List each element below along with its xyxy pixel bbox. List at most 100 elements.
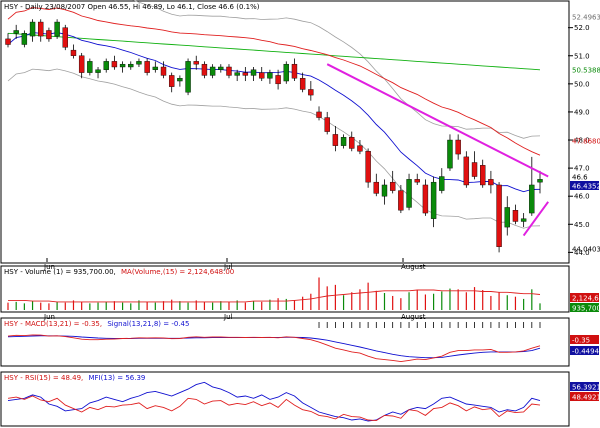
candle (234, 69, 240, 82)
month-label-jul-macd: Jul (223, 313, 233, 321)
candle (512, 204, 519, 225)
candle-body-down (226, 66, 232, 76)
candle-body-up (103, 61, 109, 70)
volume-bars (7, 277, 541, 310)
candle (29, 19, 36, 42)
grid-lines (46, 258, 404, 262)
candle-body-down (38, 21, 44, 37)
badge-volume: 935,700 (570, 303, 600, 313)
badge-low-text: 44.0403 (572, 246, 600, 254)
candle-body-up (406, 179, 412, 208)
envelope-lower-line (7, 68, 541, 229)
volume-header-ma: MA(Volume,(15) = 2,124,648.00 (121, 268, 234, 276)
candle (218, 64, 224, 73)
candle-body-down (275, 75, 281, 85)
candle-body-down (455, 139, 461, 155)
candle (349, 131, 355, 152)
candle (242, 66, 249, 82)
price-tick-label: 50.0 (574, 80, 590, 88)
candles (5, 19, 543, 253)
candle (119, 61, 126, 73)
candle-body-up (177, 78, 183, 82)
candle-body-up (340, 137, 347, 146)
candle (54, 19, 60, 39)
candle-body-down (308, 89, 314, 96)
price-tick-label: 51.0 (574, 52, 590, 60)
price-axis: 52.0 51.0 50.0 49.0 48.0 47.0 46.0 45.0 44.0 (568, 24, 590, 257)
candle (389, 170, 396, 194)
candle (381, 179, 388, 205)
candle (152, 61, 159, 73)
badge-macd-bg (570, 335, 599, 344)
badge-macd-text: -0.35 (572, 337, 590, 345)
candle (95, 66, 101, 79)
month-label-aug-macd: August (401, 313, 426, 321)
badge-red-ma: 47.8680 (572, 138, 600, 146)
candle (21, 30, 28, 48)
badge-close-text: 46.6 (572, 174, 588, 182)
price-tick-label: 47.0 (574, 165, 590, 173)
candle-body-down (488, 179, 494, 186)
candle-body-up (87, 61, 93, 73)
badge-volume-text: 935,700 (572, 305, 600, 313)
badge-rsi: 48.4921 (570, 392, 600, 402)
candle-body-up (54, 21, 60, 37)
candle (103, 58, 109, 73)
candle-body-down (168, 75, 175, 87)
badge-blue-ma: 46.4352 (570, 181, 600, 191)
candle-body-down (373, 181, 380, 194)
candle (136, 58, 142, 67)
badge-macd-signal-bg (570, 346, 599, 355)
candle (529, 156, 535, 216)
candle-body-down (389, 181, 396, 191)
month-label-jun-macd: Jun (43, 313, 55, 321)
candle (226, 64, 232, 79)
candle-body-up (136, 61, 142, 65)
rsi-header-value: HSY - RSI(15) = 48.49, (4, 374, 83, 382)
candle-body-up (218, 66, 224, 70)
candle-body-down (62, 27, 68, 48)
price-tick-label: 52.0 (574, 24, 590, 32)
badge-low: 44.0403 (572, 246, 600, 254)
price-panel (0, 0, 570, 264)
candle (78, 52, 85, 79)
candle (46, 27, 52, 42)
candle-body-up (13, 30, 19, 34)
badge-volume-ma: 2,124,648 (570, 293, 600, 303)
candle (250, 66, 257, 82)
trendlines (326, 63, 549, 237)
badge-volume-ma-text: 2,124,648 (572, 295, 600, 303)
candle-body-up (504, 207, 510, 228)
ma-blue-line (7, 32, 541, 193)
candle-body-down (471, 162, 478, 177)
candle (160, 61, 167, 79)
volume-header: HSY - Volume (1) = 935,700.00, MA(Volume… (4, 268, 234, 276)
badge-blue-ma-bg (570, 181, 599, 190)
candle-body-up (430, 181, 437, 219)
candle (414, 173, 420, 185)
rsi-panel (0, 371, 570, 427)
candle-body-up (21, 33, 28, 45)
ma-red-line (7, 7, 541, 156)
candle-body-down (78, 55, 85, 73)
moving-averages (7, 0, 541, 229)
candle (447, 134, 453, 171)
candle-body-down (463, 156, 470, 186)
candle (422, 179, 429, 216)
candle (406, 173, 412, 211)
candle-body-down (365, 151, 371, 183)
ma-green-line (7, 32, 541, 71)
candle (332, 125, 339, 152)
mfi-line (7, 381, 541, 422)
candle-body-down (291, 63, 298, 79)
rsi-line (7, 395, 541, 422)
candle (316, 106, 322, 121)
candle (480, 159, 486, 188)
candle-body-down (349, 137, 355, 149)
candle (471, 151, 478, 180)
badge-rsi-bg (570, 392, 599, 401)
candle-body-down (512, 210, 519, 222)
candle-body-down (46, 30, 52, 40)
candle (365, 148, 371, 188)
